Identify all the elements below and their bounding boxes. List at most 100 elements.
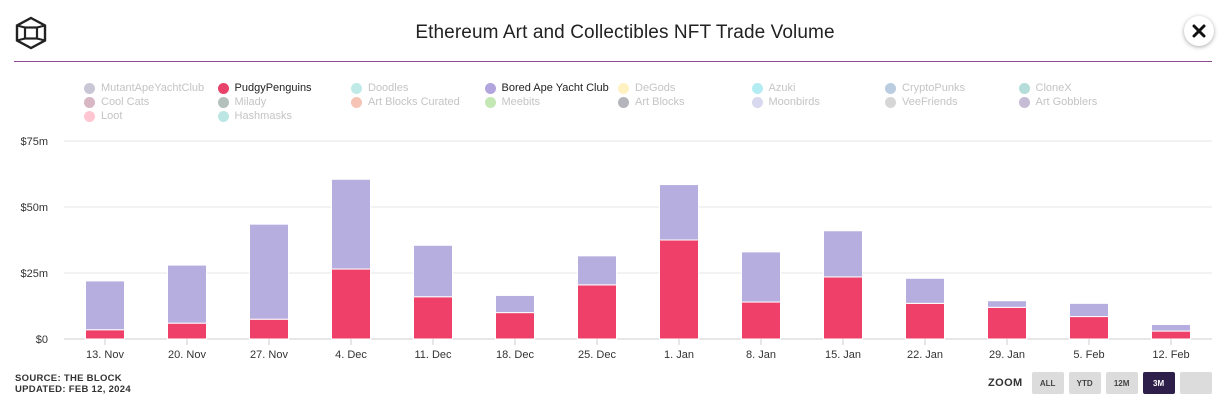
bar-segment[interactable]	[823, 230, 863, 278]
x-tick-label: 25. Dec	[578, 349, 616, 358]
x-tick-label: 5. Feb	[1073, 349, 1104, 358]
y-tick-label: $0	[36, 334, 48, 346]
x-tick-label: 22. Jan	[907, 349, 943, 358]
y-tick-label: $75m	[20, 136, 48, 148]
x-tick-label: 27. Nov	[250, 349, 288, 358]
legend-item[interactable]: CryptoPunks	[885, 82, 965, 94]
bar-segment[interactable]	[1151, 323, 1191, 332]
legend-label: DeGods	[635, 82, 676, 94]
legend-item[interactable]: Azuki	[751, 82, 796, 94]
bar-segment[interactable]	[167, 322, 207, 340]
legend-dot-icon	[885, 82, 896, 94]
bar-segment[interactable]	[331, 268, 371, 340]
legend-dot-icon	[217, 82, 229, 94]
legend-label: Milady	[234, 96, 267, 108]
legend-item[interactable]: VeeFriends	[885, 96, 958, 108]
legend-label: CloneX	[1035, 82, 1072, 94]
zoom-controls: ZOOM ALL YTD 12M 3M	[988, 372, 1217, 394]
legend-item[interactable]: Moonbirds	[751, 96, 820, 108]
legend-dot-icon	[1018, 82, 1030, 94]
x-tick-label: 4. Dec	[335, 349, 367, 358]
bar-segment[interactable]	[741, 251, 781, 303]
bar-segment[interactable]	[495, 312, 535, 340]
bar-segment[interactable]	[1069, 302, 1109, 318]
legend-item[interactable]: Art Gobblers	[1018, 96, 1097, 108]
bar-segment[interactable]	[413, 296, 453, 340]
legend-label: CryptoPunks	[902, 82, 965, 94]
zoom-label: ZOOM	[988, 377, 1023, 389]
legend-dot-icon	[484, 82, 496, 94]
legend-dot-icon	[84, 96, 95, 108]
legend-label: Azuki	[768, 82, 796, 94]
bar-segment[interactable]	[987, 306, 1027, 340]
zoom-all-button[interactable]: ALL	[1031, 372, 1064, 394]
legend-item[interactable]: Doodles	[351, 82, 408, 94]
legend-item[interactable]: Cool Cats	[84, 96, 149, 108]
legend-label: Moonbirds	[768, 96, 820, 108]
chart-title: Ethereum Art and Collectibles NFT Trade …	[415, 22, 835, 43]
bar-segment[interactable]	[905, 277, 945, 304]
legend-dot-icon	[351, 96, 362, 108]
legend-label: VeeFriends	[902, 96, 958, 108]
bar-segment[interactable]	[577, 255, 617, 286]
x-tick-label: 1. Jan	[664, 349, 694, 358]
legend-item[interactable]: Milady	[217, 96, 267, 108]
legend-dot-icon	[484, 96, 496, 108]
legend-dot-icon	[84, 110, 95, 122]
legend-dot-icon	[618, 82, 629, 94]
bar-segment[interactable]	[905, 302, 945, 340]
legend-item[interactable]: DeGods	[618, 82, 675, 94]
legend-dot-icon	[751, 82, 763, 94]
bar-segment[interactable]	[987, 300, 1027, 308]
bar-segment[interactable]	[85, 329, 125, 340]
bar-segment[interactable]	[1069, 316, 1109, 340]
legend-item[interactable]: Bored Ape Yacht Club	[484, 82, 609, 94]
bar-segment[interactable]	[741, 301, 781, 340]
legend-item[interactable]: Hashmasks	[217, 110, 292, 122]
legend-label: Meebits	[501, 96, 541, 108]
legend-item[interactable]: Meebits	[484, 96, 541, 108]
x-tick-label: 12. Feb	[1152, 349, 1189, 358]
zoom-3m-button[interactable]: 3M	[1142, 372, 1175, 394]
legend-item[interactable]: Art Blocks	[618, 96, 685, 108]
legend-item[interactable]: CloneX	[1018, 82, 1072, 94]
zoom-ytd-button[interactable]: YTD	[1068, 372, 1101, 394]
x-tick-label: 13. Nov	[86, 349, 124, 358]
x-tick-label: 29. Jan	[989, 349, 1025, 358]
zoom-extra-button[interactable]	[1179, 372, 1212, 394]
updated-text: UPDATED: FEB 12, 2024	[15, 384, 131, 395]
bar-segment[interactable]	[331, 178, 371, 270]
bar-chart: $0 $25m $50m $75m 13. Nov 20. Nov 27. Nov 4. De…	[20, 136, 1212, 358]
legend-label: Art Blocks	[635, 96, 685, 108]
x-tick-label: 8. Jan	[746, 349, 776, 358]
legend-item[interactable]: PudgyPenguins	[217, 82, 312, 94]
legend-item[interactable]: Loot	[84, 110, 122, 122]
the-block-logo-icon	[14, 16, 48, 50]
legend-label: MutantApeYachtClub	[101, 82, 205, 94]
bar-segment[interactable]	[659, 184, 699, 241]
bar-segment[interactable]	[413, 244, 453, 298]
bar-segment[interactable]	[1151, 330, 1191, 340]
legend-label: Bored Ape Yacht Club	[501, 82, 609, 94]
legend-dot-icon	[84, 82, 95, 94]
legend-item[interactable]: MutantApeYachtClub	[84, 82, 204, 94]
zoom-12m-button[interactable]: 12M	[1105, 372, 1138, 394]
legend-dot-icon	[751, 96, 763, 108]
bar-segment[interactable]	[659, 239, 699, 340]
bar-segment[interactable]	[85, 280, 125, 331]
bar-segment[interactable]	[249, 223, 289, 320]
bar-segment[interactable]	[577, 284, 617, 340]
legend-label: Cool Cats	[101, 96, 150, 108]
legend-label: Art Blocks Curated	[368, 96, 460, 108]
x-tick-label: 20. Nov	[168, 349, 206, 358]
x-tick-label: 11. Dec	[414, 349, 452, 358]
close-button[interactable]	[1184, 16, 1214, 46]
bar-segment[interactable]	[495, 294, 535, 314]
chart-footer: SOURCE: THE BLOCK UPDATED: FEB 12, 2024	[15, 373, 131, 395]
legend-item[interactable]: Art Blocks Curated	[351, 96, 460, 108]
bar-segment[interactable]	[823, 276, 863, 340]
bar-segment[interactable]	[249, 318, 289, 340]
bar-segment[interactable]	[167, 264, 207, 324]
x-tick-label: 18. Dec	[496, 349, 534, 358]
close-icon	[1192, 24, 1206, 38]
